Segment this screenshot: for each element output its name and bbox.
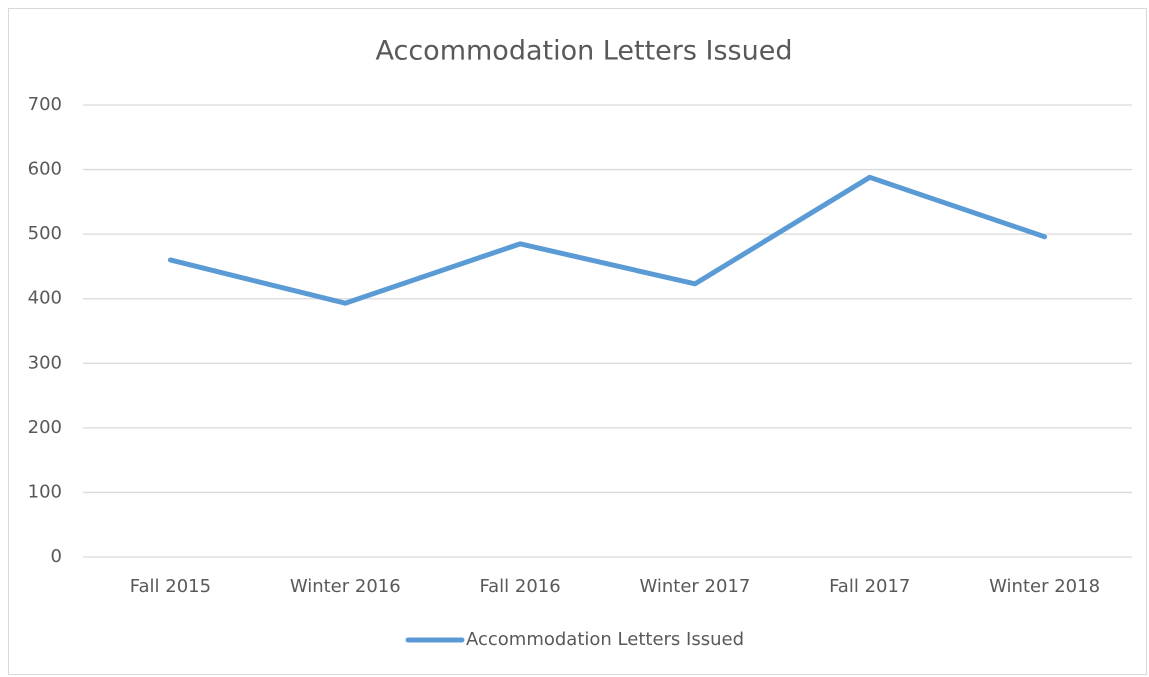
x-tick-label: Fall 2017 [829, 576, 910, 597]
series-line [167, 174, 1048, 306]
y-tick-label: 300 [28, 352, 62, 373]
y-tick-label: 200 [28, 417, 62, 438]
x-tick-label: Winter 2016 [290, 576, 401, 597]
chart-frame [8, 8, 1147, 675]
x-tick-label: Fall 2015 [130, 576, 211, 597]
x-tick-label: Winter 2018 [989, 576, 1100, 597]
y-tick-label: 400 [28, 288, 62, 309]
y-tick-label: 100 [28, 481, 62, 502]
legend-label: Accommodation Letters Issued [466, 629, 744, 650]
x-tick-label: Winter 2017 [639, 576, 750, 597]
chart-title: Accommodation Letters Issued [376, 36, 793, 67]
x-tick-label: Fall 2016 [479, 576, 560, 597]
y-tick-label: 700 [28, 94, 62, 115]
y-tick-label: 0 [51, 546, 62, 567]
y-tick-label: 500 [28, 223, 62, 244]
y-tick-label: 600 [28, 159, 62, 180]
